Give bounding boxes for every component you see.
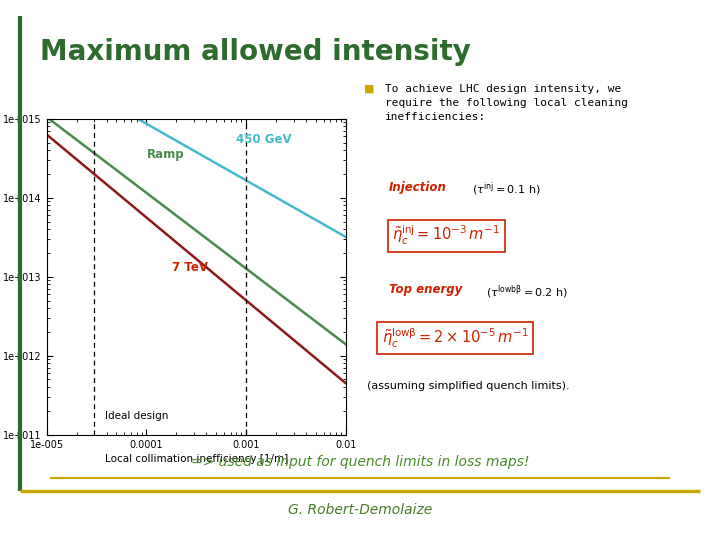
Text: Top energy: Top energy	[389, 284, 462, 296]
Text: To achieve LHC design intensity, we
require the following local cleaning
ineffic: To achieve LHC design intensity, we requ…	[385, 84, 628, 122]
Text: Maximum allowed intensity: Maximum allowed intensity	[40, 38, 470, 66]
Text: $\tilde{\eta}_c^{\rm inj} = 10^{-3}\,m^{-1}$: $\tilde{\eta}_c^{\rm inj} = 10^{-3}\,m^{…	[392, 224, 500, 247]
Text: Ramp: Ramp	[146, 148, 184, 161]
Text: (assuming simplified quench limits).: (assuming simplified quench limits).	[367, 381, 570, 391]
Text: ■: ■	[364, 84, 374, 94]
Text: Injection: Injection	[389, 181, 446, 194]
Text: 7 TeV: 7 TeV	[172, 261, 208, 274]
Text: G. Robert-Demolaize: G. Robert-Demolaize	[288, 503, 432, 517]
Text: 450 GeV: 450 GeV	[236, 133, 292, 146]
Text: $\tilde{\eta}_c^{\rm low\beta} = 2\times10^{-5}\,m^{-1}$: $\tilde{\eta}_c^{\rm low\beta} = 2\times…	[382, 327, 528, 350]
Text: $(\tau^{\rm lowb\beta} = 0.2\ \rm h)$: $(\tau^{\rm lowb\beta} = 0.2\ \rm h)$	[486, 284, 568, 301]
Text: Ideal design: Ideal design	[104, 411, 168, 421]
X-axis label: Local collimation inefficiency [1/m]: Local collimation inefficiency [1/m]	[104, 454, 288, 464]
Text: => used as input for quench limits in loss maps!: => used as input for quench limits in lo…	[191, 455, 529, 469]
Text: $(\tau^{\rm inj} = 0.1\ \rm h)$: $(\tau^{\rm inj} = 0.1\ \rm h)$	[472, 181, 540, 199]
